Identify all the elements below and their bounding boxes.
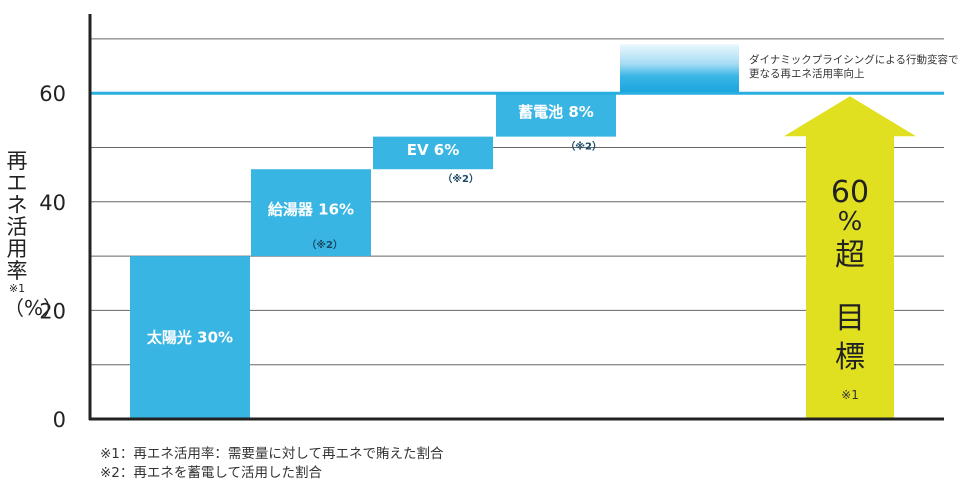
step-note: （※2） — [565, 140, 602, 153]
step-label: 給湯器 16% — [268, 201, 354, 219]
y-axis-label-unit: （%） — [4, 296, 64, 320]
target-mark-text: ※1 — [841, 388, 859, 402]
target-percent-text: % — [838, 207, 863, 237]
step-bar — [251, 169, 371, 257]
step-label: 蓄電池 8% — [518, 103, 594, 121]
y-tick-label: 60 — [39, 82, 66, 106]
y-axis-label-text: 再エネ活用率 — [6, 149, 28, 283]
chart-canvas: 0 20 40 60 太陽光 30% 給湯器 16% （※2） EV 6% （※2） 蓄電池 8%… — [39, 14, 944, 432]
dynamic-pricing-label-line1: ダイナミックプライシングによる行動変容で — [749, 54, 959, 66]
y-tick-label: 0 — [53, 408, 66, 432]
step-note: （※2） — [306, 238, 343, 251]
y-tick-label: 40 — [39, 191, 66, 215]
target-super-text: 超 — [835, 238, 865, 273]
footnote-2: ※2：再エネを蓄電して活用した割合 — [100, 465, 322, 481]
step-label: 太陽光 30% — [147, 329, 233, 347]
step-label: EV 6% — [407, 141, 460, 159]
footnote-1: ※1：再エネ活用率：需要量に対して再エネで賄えた割合 — [100, 446, 444, 462]
y-axis-label-mark: ※1 — [8, 282, 26, 295]
step-bar — [496, 93, 616, 137]
dynamic-pricing-bar — [620, 44, 739, 94]
step-bar — [130, 256, 250, 419]
target-goal-text-2: 標 — [835, 340, 865, 375]
y-tick-label: 20 — [39, 299, 66, 323]
dynamic-pricing-label: ダイナミックプライシングによる行動変容で 更なる再エネ活用率向上 — [749, 53, 958, 81]
y-axis-label: 再エネ活用率 ※1 （%） — [4, 149, 64, 320]
dynamic-pricing-label-line2: 更なる再エネ活用率向上 — [749, 68, 865, 80]
step-note: （※2） — [442, 172, 479, 185]
target-value-text: 60 — [831, 175, 869, 210]
target-goal-text-1: 目 — [835, 301, 865, 336]
step-bar — [373, 136, 493, 170]
target-arrow — [784, 96, 916, 419]
